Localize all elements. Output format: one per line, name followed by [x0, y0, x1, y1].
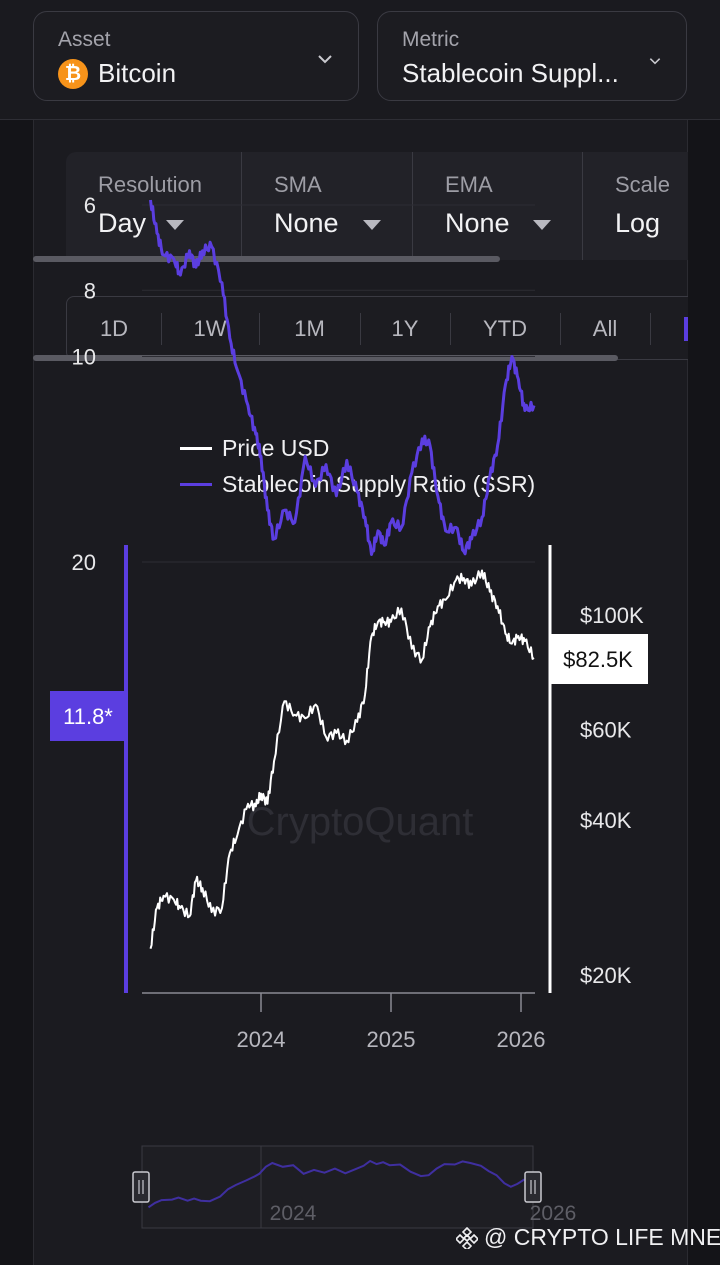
resolution-control[interactable]: Resolution Day: [66, 152, 242, 260]
bitcoin-icon: ₿: [58, 58, 88, 89]
metric-select-label: Metric: [402, 28, 460, 51]
range-1d-button[interactable]: 1D: [99, 316, 129, 341]
ema-control[interactable]: EMA None: [413, 152, 583, 260]
divider: [650, 313, 651, 345]
price-current-value: $82.5K: [563, 647, 633, 672]
divider: [161, 313, 162, 345]
scale-label: Scale: [615, 172, 671, 197]
legend-swatch: [180, 446, 212, 450]
sma-value: None: [274, 208, 339, 238]
asset-select-label: Asset: [58, 28, 111, 51]
range-1m-button[interactable]: 1M: [294, 316, 325, 341]
navigator-right-handle[interactable]: [524, 1171, 542, 1203]
chart-controls: Resolution Day SMA None EMA None Scale L…: [66, 152, 688, 260]
x-tick-label: 2024: [237, 1027, 286, 1052]
range-selector: 1D 1W 1M 1Y YTD All: [66, 296, 688, 360]
range-scrollbar[interactable]: [33, 355, 618, 361]
ema-value: None: [445, 208, 510, 238]
credit-watermark: @ CRYPTO LIFE MNE: [456, 1224, 720, 1251]
chart-watermark: CryptoQuant: [247, 800, 474, 844]
scale-control[interactable]: Scale Log: [583, 152, 688, 260]
right-tick-label: $20K: [580, 963, 632, 988]
chevron-down-icon: [318, 55, 332, 64]
left-tick-label: 10: [72, 344, 96, 369]
legend-swatch: [180, 482, 212, 486]
sma-label: SMA: [274, 172, 322, 197]
binance-logo-icon: [456, 1226, 478, 1249]
left-tick-label: 6: [84, 193, 96, 218]
left-tick-label: 8: [84, 278, 96, 303]
scale-value: Log: [615, 208, 661, 238]
metric-select-value: Stablecoin Suppl...: [402, 58, 619, 88]
caret-down-icon: [533, 220, 551, 230]
sma-control[interactable]: SMA None: [242, 152, 413, 260]
price-current-badge: [551, 634, 648, 684]
controls-scrollbar[interactable]: [33, 256, 500, 262]
navigator-series-line: [147, 1159, 534, 1209]
ema-label: EMA: [445, 172, 493, 197]
navigator-left-handle[interactable]: [132, 1171, 150, 1203]
legend-item-ssr[interactable]: Stablecoin Supply Ratio (SSR): [180, 466, 535, 502]
right-tick-label: $60K: [580, 717, 632, 742]
divider: [259, 313, 260, 345]
chart-legend: Price USD Stablecoin Supply Ratio (SSR): [180, 430, 535, 502]
range-1w-button[interactable]: 1W: [193, 316, 227, 341]
chevron-down-icon: [649, 58, 661, 65]
price-series-line: [149, 569, 535, 949]
legend-label: Stablecoin Supply Ratio (SSR): [222, 470, 536, 497]
resolution-label: Resolution: [98, 172, 202, 197]
x-tick-label: 2026: [497, 1027, 546, 1052]
right-tick-label: $100K: [580, 603, 644, 628]
caret-down-icon: [363, 220, 381, 230]
legend-label: Price USD: [222, 434, 330, 461]
resolution-value: Day: [98, 208, 147, 238]
top-bar: Asset ₿ Bitcoin Metric Stablecoin Suppl.…: [0, 0, 720, 120]
left-tick-label: 20: [72, 550, 96, 575]
credit-text: @ CRYPTO LIFE MNE: [484, 1224, 720, 1250]
navigator-tick: 2026: [530, 1202, 577, 1225]
ssr-current-value: 11.8*: [63, 704, 113, 729]
right-tick-label: $40K: [580, 808, 632, 833]
divider: [560, 313, 561, 345]
x-tick-label: 2025: [367, 1027, 416, 1052]
metric-select[interactable]: Metric Stablecoin Suppl...: [377, 11, 687, 101]
ssr-current-badge: [50, 691, 127, 741]
asset-name: Bitcoin: [98, 58, 177, 88]
divider: [450, 313, 451, 345]
legend-item-price[interactable]: Price USD: [180, 430, 535, 466]
range-navigator[interactable]: [141, 1145, 534, 1229]
range-1y-button[interactable]: 1Y: [391, 316, 419, 341]
asset-select[interactable]: Asset ₿ Bitcoin: [33, 11, 359, 101]
ssr-series-line: [149, 199, 536, 556]
asset-select-value: ₿ Bitcoin: [58, 58, 176, 89]
range-custom-indicator: [684, 317, 688, 341]
caret-down-icon: [166, 220, 184, 230]
navigator-tick: 2024: [270, 1202, 317, 1225]
range-ytd-button[interactable]: YTD: [483, 316, 527, 341]
divider: [360, 313, 361, 345]
range-all-button[interactable]: All: [592, 316, 618, 341]
